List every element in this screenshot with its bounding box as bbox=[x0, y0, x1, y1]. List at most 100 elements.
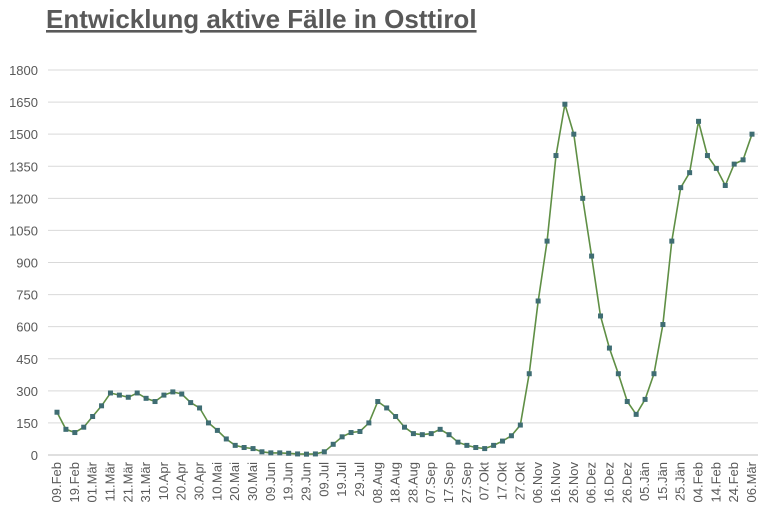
data-point bbox=[90, 414, 96, 419]
x-tick-label: 21.Mär bbox=[120, 461, 135, 502]
x-tick-label: 24.Feb bbox=[726, 462, 741, 502]
data-line bbox=[56, 103, 753, 455]
data-point bbox=[491, 442, 497, 448]
data-point bbox=[63, 426, 69, 432]
data-point bbox=[660, 322, 666, 328]
data-point bbox=[749, 131, 755, 137]
x-tick-label: 30.Apr bbox=[192, 461, 207, 500]
data-point bbox=[179, 391, 185, 397]
y-tick-label: 750 bbox=[16, 288, 38, 303]
y-tick-label: 0 bbox=[31, 448, 38, 463]
data-point bbox=[393, 414, 399, 419]
data-point bbox=[357, 428, 363, 434]
data-point bbox=[598, 313, 604, 319]
data-point bbox=[687, 170, 693, 176]
data-point bbox=[241, 445, 247, 451]
data-point bbox=[232, 442, 238, 448]
data-point bbox=[72, 430, 78, 436]
data-point bbox=[107, 390, 113, 396]
data-point bbox=[517, 422, 523, 428]
data-point bbox=[473, 445, 479, 451]
data-point bbox=[161, 392, 167, 398]
data-point bbox=[615, 371, 621, 377]
data-point bbox=[152, 399, 158, 405]
data-point bbox=[116, 392, 122, 398]
data-point bbox=[197, 405, 203, 411]
x-tick-label: 20.Mai bbox=[227, 462, 242, 501]
x-tick-label: 31.Mär bbox=[138, 461, 153, 502]
data-point bbox=[704, 153, 710, 159]
data-point bbox=[54, 409, 60, 415]
data-point bbox=[268, 450, 274, 456]
data-point bbox=[642, 396, 648, 402]
x-tick-label: 30.Mai bbox=[245, 462, 260, 501]
y-tick-label: 450 bbox=[16, 352, 38, 367]
data-point bbox=[375, 399, 381, 405]
data-point bbox=[544, 238, 550, 244]
x-tick-label: 09.Jul bbox=[316, 462, 331, 497]
y-tick-label: 300 bbox=[16, 384, 38, 399]
y-tick-label: 1650 bbox=[9, 95, 38, 110]
x-tick-label: 06.Dez bbox=[584, 462, 599, 503]
data-point bbox=[571, 131, 577, 137]
y-tick-label: 1050 bbox=[9, 223, 38, 238]
data-point bbox=[410, 431, 416, 437]
data-point bbox=[366, 420, 372, 426]
data-point bbox=[330, 441, 336, 447]
data-point bbox=[535, 298, 541, 304]
data-point bbox=[402, 424, 407, 430]
x-tick-label: 28.Aug bbox=[405, 462, 420, 503]
x-tick-label: 19.Feb bbox=[67, 462, 82, 502]
y-tick-label: 1350 bbox=[9, 159, 38, 174]
x-tick-label: 05.Jän bbox=[637, 462, 652, 501]
x-tick-label: 14.Feb bbox=[708, 462, 723, 502]
x-tick-label: 26.Dez bbox=[619, 462, 634, 503]
x-tick-label: 10.Mai bbox=[209, 462, 224, 501]
data-point bbox=[312, 451, 318, 457]
data-point bbox=[722, 183, 728, 188]
x-tick-label: 07.Sep bbox=[423, 462, 438, 503]
x-tick-label: 18.Aug bbox=[388, 462, 403, 503]
data-point bbox=[259, 449, 265, 455]
x-tick-label: 29.Jul bbox=[352, 462, 367, 497]
data-point bbox=[526, 371, 532, 377]
x-tick-label: 27.Okt bbox=[512, 462, 527, 501]
data-point bbox=[482, 446, 488, 452]
y-tick-label: 1500 bbox=[9, 127, 38, 142]
chart-title: Entwicklung aktive Fälle in Osttirol bbox=[46, 4, 477, 34]
data-point bbox=[277, 450, 283, 456]
data-point bbox=[125, 394, 131, 400]
x-tick-label: 15.Jän bbox=[655, 462, 670, 501]
x-tick-label: 06.Nov bbox=[530, 462, 545, 504]
data-point bbox=[214, 427, 220, 433]
x-tick-label: 06.Mär bbox=[744, 461, 759, 502]
data-point bbox=[562, 101, 568, 107]
data-point bbox=[188, 400, 194, 406]
x-tick-label: 19.Jul bbox=[334, 462, 349, 497]
data-point bbox=[633, 411, 639, 417]
data-point bbox=[500, 438, 506, 444]
x-tick-label: 29.Jun bbox=[298, 462, 313, 501]
data-point bbox=[455, 439, 461, 445]
data-point bbox=[250, 446, 256, 452]
data-point bbox=[223, 436, 229, 442]
y-tick-label: 1800 bbox=[9, 63, 38, 78]
data-point bbox=[669, 238, 675, 244]
data-point bbox=[419, 432, 425, 438]
y-tick-label: 150 bbox=[16, 416, 38, 431]
data-point bbox=[731, 161, 737, 167]
data-point bbox=[553, 153, 559, 159]
y-tick-label: 900 bbox=[16, 256, 38, 271]
data-point bbox=[606, 345, 612, 351]
x-tick-label: 26.Nov bbox=[566, 462, 581, 504]
data-point bbox=[81, 424, 87, 430]
x-tick-label: 10.Apr bbox=[156, 461, 171, 500]
data-point bbox=[696, 118, 702, 124]
data-point bbox=[321, 449, 327, 455]
data-point bbox=[428, 431, 434, 437]
data-point bbox=[437, 426, 443, 432]
x-tick-label: 01.Mär bbox=[85, 461, 100, 502]
data-point bbox=[295, 451, 301, 457]
x-tick-label: 19.Jun bbox=[281, 462, 296, 501]
